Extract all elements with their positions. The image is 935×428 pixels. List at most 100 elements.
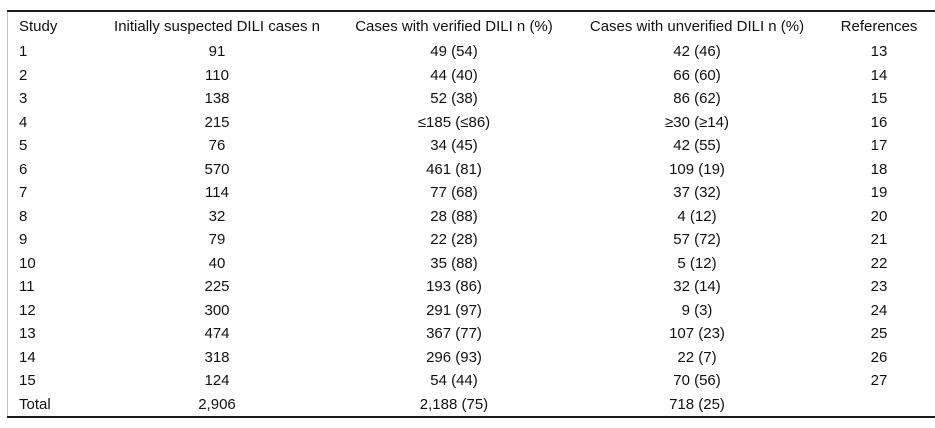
cell-study: 2 — [19, 66, 28, 84]
cell-references: 18 — [870, 160, 888, 178]
cell-suspected-cases: 91 — [208, 43, 226, 61]
cell-suspected-cases: 79 — [208, 231, 226, 249]
cell-unverified-cases: 42 (55) — [673, 137, 721, 155]
cell-study: 10 — [19, 254, 36, 272]
cell-study: 1 — [19, 43, 28, 61]
table-row: 6 570 461 (81) 109 (19) 18 — [8, 158, 935, 182]
cell-verified-cases: 34 (45) — [430, 137, 478, 155]
cell-verified-cases: 54 (44) — [430, 372, 478, 390]
cell-references: 19 — [870, 184, 888, 202]
cell-suspected-cases: 114 — [205, 184, 229, 202]
cell-suspected-cases: 474 — [204, 325, 230, 343]
cell-references: 15 — [870, 90, 888, 108]
cell-references: 22 — [870, 254, 888, 272]
cell-references: 26 — [870, 348, 888, 366]
cell-references: 17 — [870, 137, 888, 155]
cell-suspected-cases: 318 — [204, 348, 230, 366]
cell-unverified-cases: 37 (32) — [673, 184, 721, 202]
cell-suspected-cases: 32 — [208, 207, 226, 225]
cell-unverified-cases: 9 (3) — [681, 301, 713, 319]
cell-verified-cases: 28 (88) — [430, 207, 478, 225]
cell-study: 15 — [19, 372, 36, 390]
cell-unverified-cases: 70 (56) — [673, 372, 721, 390]
cell-verified-cases: 461 (81) — [426, 160, 482, 178]
table-row: 7 114 77 (68) 37 (32) 19 — [8, 181, 935, 205]
cell-verified-cases: 49 (54) — [430, 43, 478, 61]
cell-unverified-cases: 22 (7) — [677, 348, 717, 366]
cell-references: 14 — [870, 66, 888, 84]
cell-study: 3 — [19, 90, 28, 108]
cell-unverified-cases: 718 (25) — [669, 395, 725, 413]
table-row: 8 32 28 (88) 4 (12) 20 — [8, 205, 935, 229]
cell-unverified-cases: 86 (62) — [673, 90, 721, 108]
table-header: Study Initially suspected DILI cases n C… — [8, 11, 935, 40]
column-header-study: Study — [19, 17, 58, 35]
cell-verified-cases: 22 (28) — [430, 231, 478, 249]
table-row: 15 124 54 (44) 70 (56) 27 — [8, 369, 935, 393]
cell-study: 6 — [19, 160, 28, 178]
cell-study: 11 — [19, 278, 35, 296]
cell-unverified-cases: ≥30 (≥14) — [665, 113, 729, 131]
table-row: 3 138 52 (38) 86 (62) 15 — [8, 87, 935, 111]
cell-references: 13 — [870, 43, 888, 61]
cell-study: 14 — [19, 348, 36, 366]
cell-study: 8 — [19, 207, 28, 225]
cell-verified-cases: 2,188 (75) — [419, 395, 489, 413]
table-row: Total 2,906 2,188 (75) 718 (25) — [8, 393, 935, 417]
cell-references: 20 — [870, 207, 888, 225]
table-row: 1 91 49 (54) 42 (46) 13 — [8, 40, 935, 64]
cell-suspected-cases: 300 — [204, 301, 230, 319]
cell-suspected-cases: 215 — [204, 113, 230, 131]
cell-suspected-cases: 40 — [208, 254, 226, 272]
table-row: 11 225 193 (86) 32 (14) 23 — [8, 275, 935, 299]
cell-unverified-cases: 57 (72) — [673, 231, 721, 249]
cell-verified-cases: 44 (40) — [430, 66, 478, 84]
cell-study: Total — [19, 395, 51, 413]
cell-unverified-cases: 42 (46) — [673, 43, 721, 61]
column-header-suspected-cases: Initially suspected DILI cases n — [114, 17, 320, 35]
cell-references — [818, 393, 935, 417]
cell-suspected-cases: 138 — [204, 90, 230, 108]
dili-verification-table: Study Initially suspected DILI cases n C… — [7, 10, 935, 418]
cell-unverified-cases: 66 (60) — [673, 66, 721, 84]
cell-references: 21 — [870, 231, 888, 249]
cell-study: 13 — [19, 325, 36, 343]
cell-suspected-cases: 76 — [208, 137, 226, 155]
cell-unverified-cases: 4 (12) — [677, 207, 717, 225]
cell-unverified-cases: 5 (12) — [677, 254, 717, 272]
cell-references: 24 — [870, 301, 888, 319]
table-row: 14 318 296 (93) 22 (7) 26 — [8, 346, 935, 370]
table-body: 1 91 49 (54) 42 (46) 13 2 110 44 (40) 66 (60) 14 3… — [8, 40, 935, 417]
table-row: 12 300 291 (97) 9 (3) 24 — [8, 299, 935, 323]
cell-verified-cases: 35 (88) — [430, 254, 478, 272]
column-header-verified-cases: Cases with verified DILI n (%) — [355, 17, 553, 35]
cell-study: 9 — [19, 231, 28, 249]
cell-suspected-cases: 225 — [204, 278, 230, 296]
table-row: 5 76 34 (45) 42 (55) 17 — [8, 134, 935, 158]
table-row: 9 79 22 (28) 57 (72) 21 — [8, 228, 935, 252]
column-header-unverified-cases: Cases with unverified DILI n (%) — [589, 17, 805, 35]
header-row: Study Initially suspected DILI cases n C… — [8, 11, 935, 40]
cell-references: 25 — [870, 325, 888, 343]
cell-unverified-cases: 32 (14) — [673, 278, 721, 296]
cell-references: 27 — [870, 372, 888, 390]
column-header-references: References — [840, 17, 918, 35]
cell-references: 16 — [870, 113, 888, 131]
cell-verified-cases: 291 (97) — [426, 301, 482, 319]
cell-references: 23 — [870, 278, 888, 296]
cell-suspected-cases: 570 — [204, 160, 230, 178]
cell-suspected-cases: 110 — [205, 66, 229, 84]
cell-study: 5 — [19, 137, 28, 155]
table-row: 2 110 44 (40) 66 (60) 14 — [8, 64, 935, 88]
cell-verified-cases: 52 (38) — [430, 90, 478, 108]
cell-study: 4 — [19, 113, 28, 131]
cell-verified-cases: 193 (86) — [426, 278, 482, 296]
cell-study: 7 — [19, 184, 28, 202]
cell-verified-cases: 296 (93) — [426, 348, 482, 366]
cell-suspected-cases: 124 — [204, 372, 230, 390]
cell-verified-cases: 77 (68) — [430, 184, 478, 202]
cell-verified-cases: ≤185 (≤86) — [417, 113, 491, 131]
cell-suspected-cases: 2,906 — [198, 395, 236, 413]
cell-unverified-cases: 107 (23) — [669, 325, 725, 343]
